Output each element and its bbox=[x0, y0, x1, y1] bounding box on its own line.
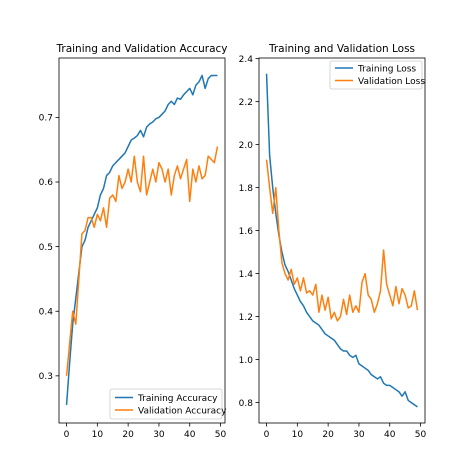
accuracy-y-tick-label: 0.6 bbox=[39, 178, 54, 188]
accuracy-y-tick-label: 0.3 bbox=[39, 372, 53, 382]
loss-x-tick-label: 10 bbox=[292, 430, 304, 440]
accuracy-legend: Training Accuracy Validation Accuracy bbox=[109, 388, 227, 420]
loss-y-tick-label: 1.4 bbox=[239, 270, 254, 280]
accuracy-y-tick-label: 0.5 bbox=[39, 243, 53, 253]
accuracy-chart: Training and Validation Accuracy 0 10 20 30… bbox=[39, 43, 228, 440]
loss-chart: Training and Validation Loss 0 10 20 30 40 50… bbox=[239, 43, 427, 440]
accuracy-y-tick-label: 0.4 bbox=[39, 307, 54, 317]
accuracy-x-tick-label: 20 bbox=[122, 430, 134, 440]
loss-chart-title: Training and Validation Loss bbox=[268, 43, 415, 55]
accuracy-y-tick-label: 0.7 bbox=[39, 114, 53, 124]
loss-y-tick-label: 2.4 bbox=[239, 55, 254, 65]
accuracy-chart-title: Training and Validation Accuracy bbox=[56, 43, 228, 55]
loss-legend-label-validation: Validation Loss bbox=[358, 77, 425, 87]
loss-y-tick-label: 2.2 bbox=[239, 98, 253, 108]
series-line-training-accuracy bbox=[65, 74, 218, 405]
accuracy-x-tick-label: 50 bbox=[215, 430, 227, 440]
loss-x-tick-label: 40 bbox=[384, 430, 396, 440]
series-line-training-loss bbox=[265, 73, 418, 408]
accuracy-x-tick-label: 10 bbox=[92, 430, 104, 440]
loss-plot-area: 0 10 20 30 40 50 0.8 1.0 1.2 1.4 1.6 1.8 2.0 2.2 2.4 bbox=[239, 55, 427, 440]
loss-y-tick-label: 1.6 bbox=[239, 227, 254, 237]
loss-x-tick-label: 50 bbox=[415, 430, 427, 440]
accuracy-x-tick-label: 40 bbox=[184, 430, 196, 440]
loss-y-tick-label: 1.0 bbox=[239, 356, 254, 366]
series-line-validation-accuracy bbox=[65, 146, 219, 376]
loss-legend: Training Loss Validation Loss bbox=[329, 60, 425, 90]
series-line-validation-loss bbox=[265, 159, 419, 322]
loss-x-tick-label: 0 bbox=[264, 430, 270, 440]
loss-y-tick-label: 2.0 bbox=[239, 141, 254, 151]
accuracy-axes-frame bbox=[58, 57, 226, 424]
accuracy-legend-label-training: Training Accuracy bbox=[137, 394, 218, 404]
accuracy-plot-area: 0 10 20 30 40 50 0.3 0.4 0.5 0.6 0.7 bbox=[39, 74, 227, 440]
loss-x-tick-label: 30 bbox=[353, 430, 365, 440]
loss-y-tick-label: 0.8 bbox=[239, 399, 254, 409]
accuracy-legend-box bbox=[109, 388, 223, 420]
accuracy-x-tick-label: 0 bbox=[64, 430, 70, 440]
loss-legend-label-training: Training Loss bbox=[357, 65, 416, 75]
accuracy-legend-label-validation: Validation Accuracy bbox=[138, 407, 227, 417]
accuracy-x-tick-label: 30 bbox=[153, 430, 165, 440]
loss-x-tick-label: 20 bbox=[322, 430, 334, 440]
loss-y-tick-label: 1.2 bbox=[239, 313, 253, 323]
loss-y-tick-label: 1.8 bbox=[239, 184, 254, 194]
loss-axes-frame bbox=[258, 57, 426, 424]
